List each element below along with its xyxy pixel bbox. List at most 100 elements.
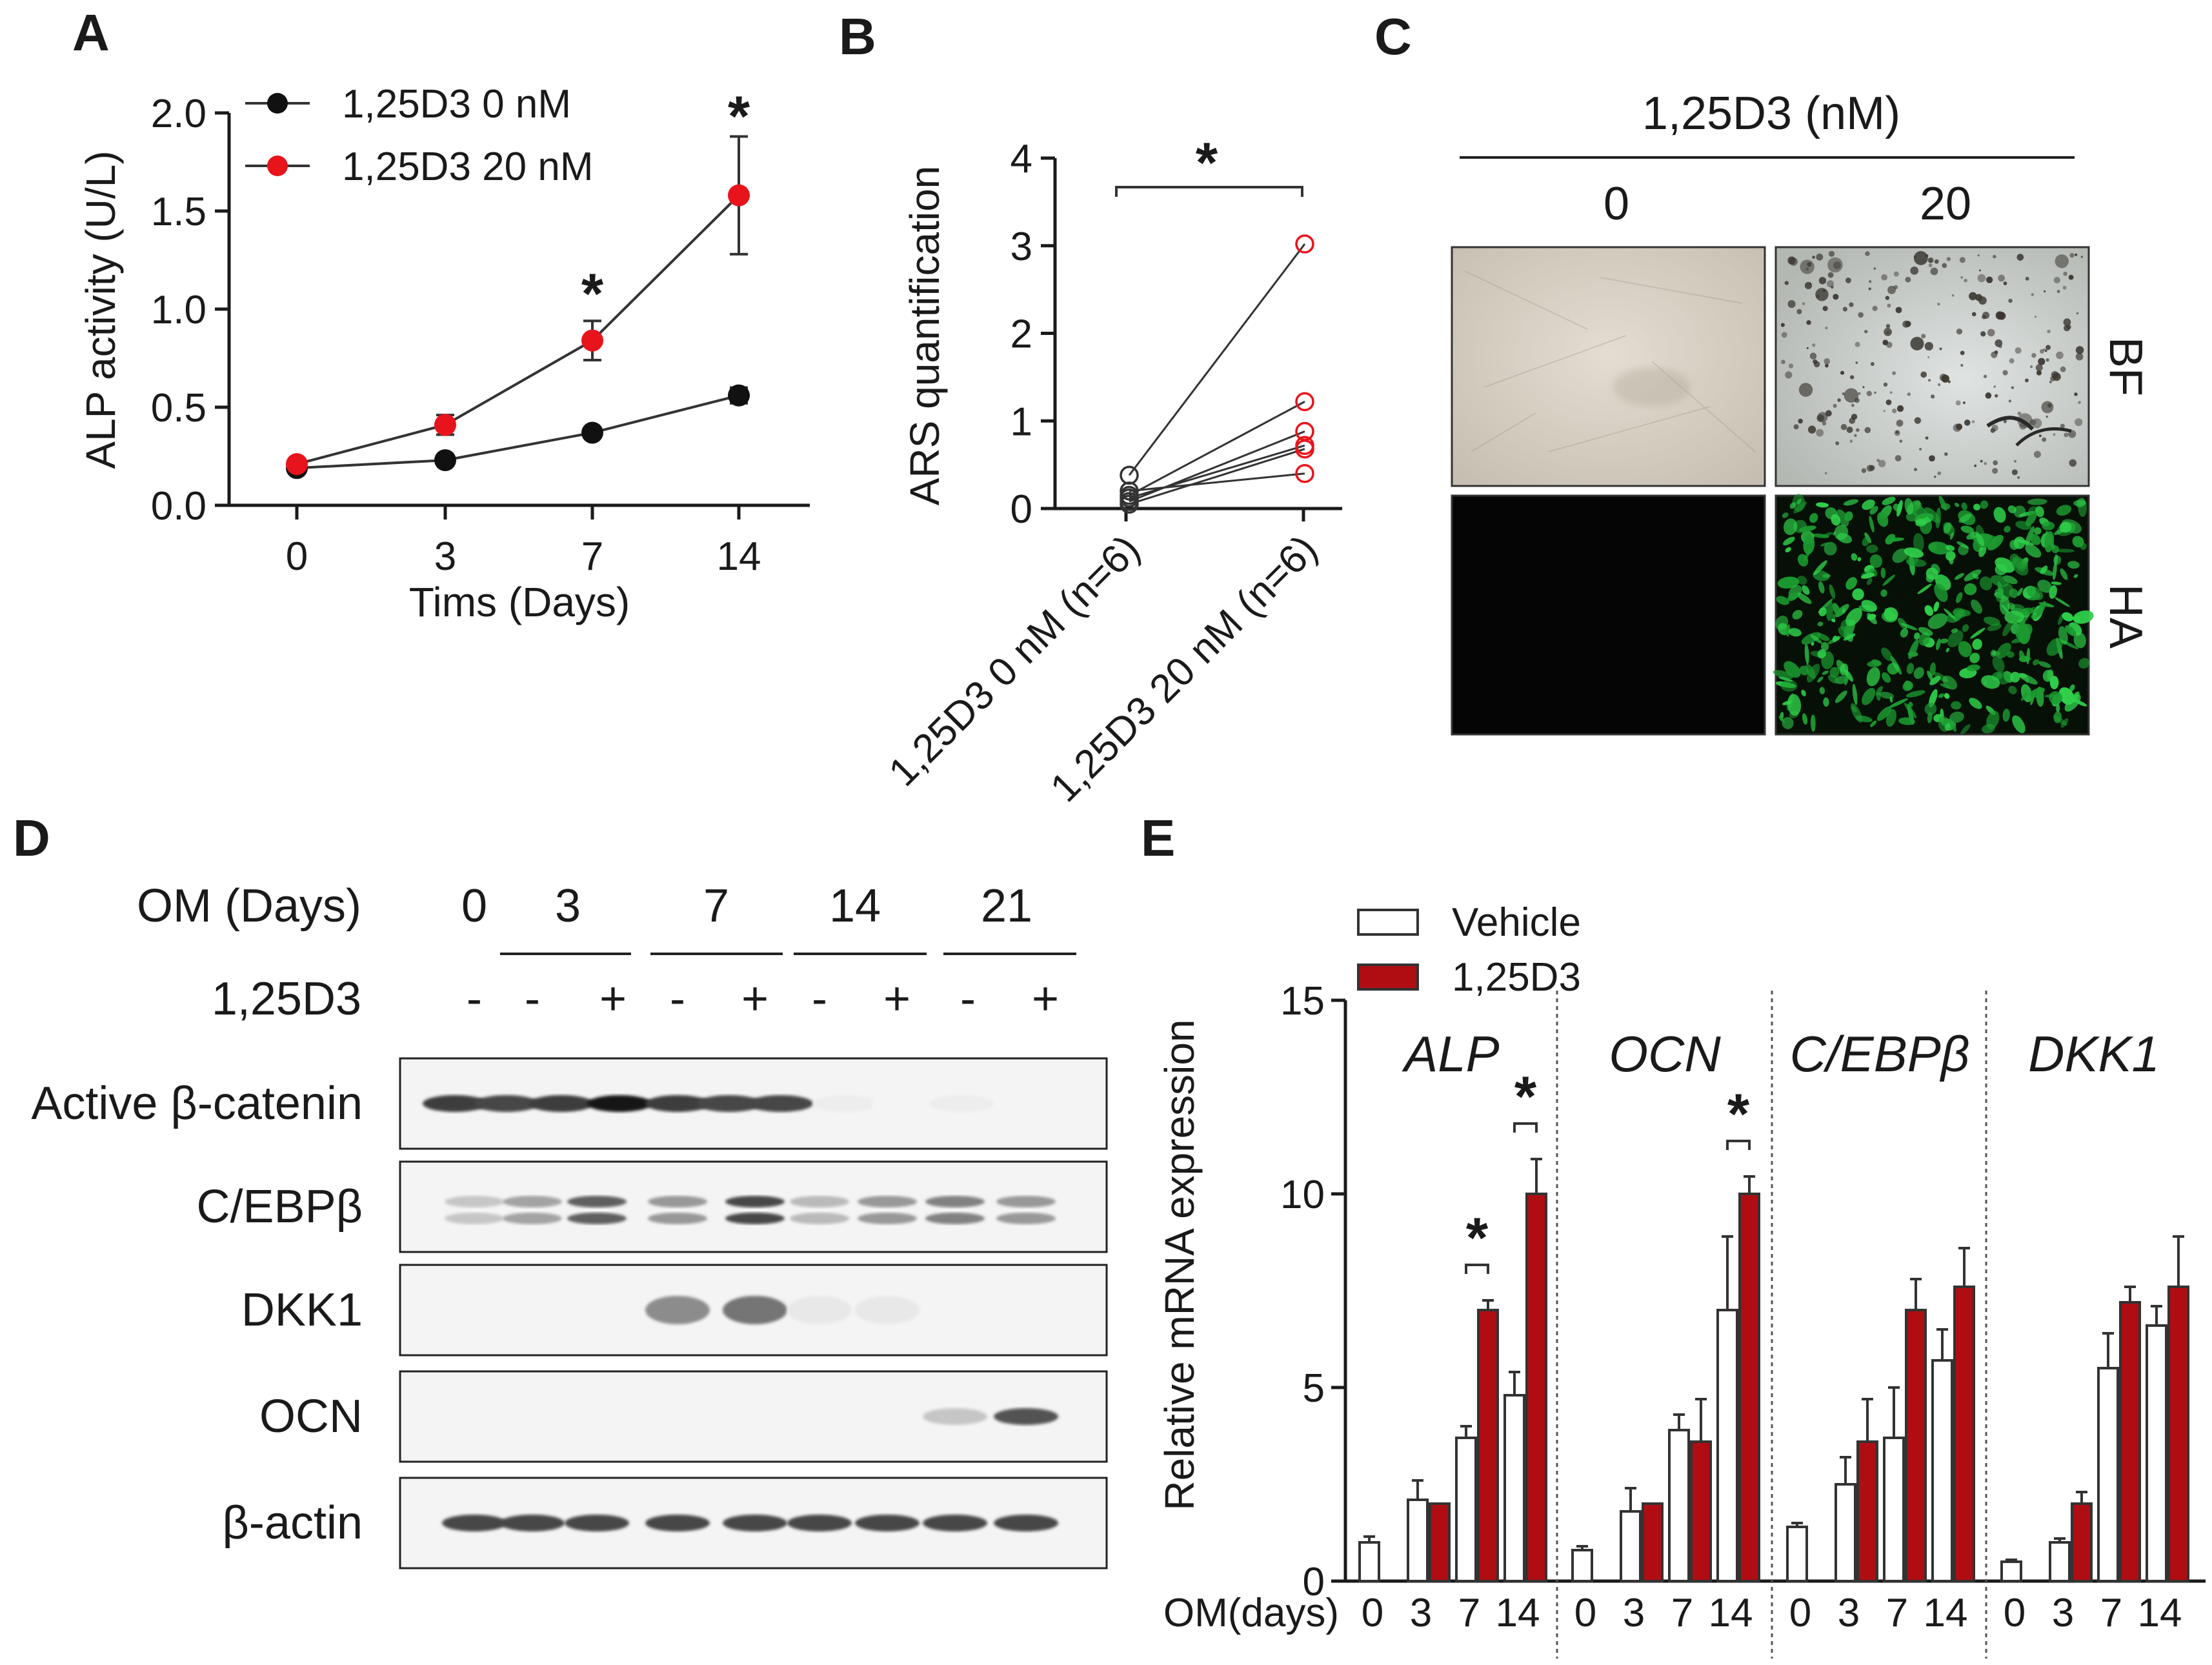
- e-bar-treated: [1477, 1309, 1499, 1582]
- e-bar-treated: [1953, 1286, 1975, 1582]
- blot-band: [442, 1515, 507, 1531]
- image-ha-20nm: [1773, 494, 2094, 736]
- e-day-label: 7: [1886, 1591, 1908, 1635]
- e-day-label: 7: [1458, 1591, 1480, 1635]
- blot-band: [503, 1196, 562, 1207]
- blot-band: [923, 1515, 987, 1531]
- legend-label-125d3: 1,25D3: [1452, 955, 1581, 1000]
- b-point-0nm: [1120, 494, 1139, 514]
- om-day-label: 3: [555, 880, 581, 932]
- blot-row: DKK1: [241, 1264, 1108, 1357]
- b-point-20nm: [1295, 463, 1314, 483]
- a-y-tick-label: 1.5: [151, 190, 206, 234]
- e-bar-vehicle: [1407, 1498, 1429, 1582]
- blot-band: [587, 1095, 652, 1112]
- panel-c-row-ha: HA: [2100, 584, 2151, 649]
- blot-band: [567, 1196, 627, 1207]
- a-data-point: [728, 384, 750, 407]
- e-significance: *: [1727, 1082, 1750, 1145]
- blot-band: [645, 1296, 710, 1324]
- e-bar-vehicle: [1358, 1541, 1380, 1582]
- blot-band: [725, 1196, 785, 1207]
- legend-label-vehicle: Vehicle: [1452, 900, 1581, 945]
- a-significance: *: [728, 84, 750, 148]
- e-gene-label: C/EBPβ: [1790, 1025, 1970, 1082]
- om-day-label: 7: [703, 880, 729, 932]
- e-bar-treated: [1429, 1502, 1451, 1582]
- e-bar-treated: [1642, 1502, 1664, 1582]
- panel-e-x-axis-title: OM(days): [1163, 1591, 1339, 1635]
- blot-band: [423, 1095, 487, 1112]
- blot-band: [994, 1408, 1058, 1425]
- b-point-20nm: [1295, 392, 1314, 412]
- e-bar-vehicle: [2097, 1367, 2119, 1582]
- panel-c-row-bf: BF: [2100, 337, 2151, 396]
- treatment-sign: +: [883, 973, 910, 1025]
- e-day-label: 3: [1623, 1591, 1645, 1635]
- blot-row: Active β-catenin: [31, 1057, 1108, 1150]
- a-data-point: [434, 449, 456, 472]
- b-y-tick-label: 0: [1010, 487, 1032, 532]
- e-bar-vehicle: [1620, 1510, 1642, 1582]
- blot-band: [503, 1213, 562, 1224]
- e-y-tick-label: 15: [1280, 979, 1325, 1024]
- e-bar-vehicle: [1571, 1549, 1593, 1582]
- legend-label-20nm: 1,25D3 20 nM: [342, 145, 593, 189]
- panel-a-x-axis-title: Tims (Days): [409, 579, 630, 625]
- blot-band: [858, 1196, 917, 1207]
- e-bar-treated: [2071, 1502, 2093, 1582]
- blot-band: [749, 1095, 813, 1112]
- panel-e-y-axis-title: Relative mRNA expression: [1156, 1019, 1203, 1510]
- panel-label-c: C: [1374, 8, 1412, 65]
- om-days-label: OM (Days): [137, 880, 361, 932]
- e-bar-treated: [2119, 1301, 2141, 1582]
- panel-label-a: A: [72, 4, 110, 61]
- blot-band: [925, 1196, 985, 1207]
- image-bf-0nm: [1451, 246, 1766, 487]
- blot-band: [923, 1408, 987, 1425]
- e-bar-vehicle: [2000, 1560, 2022, 1582]
- blot-label: Active β-catenin: [31, 1078, 363, 1129]
- b-point-20nm: [1295, 234, 1314, 254]
- panel-b-significance: *: [1196, 130, 1218, 194]
- blot-band: [723, 1296, 787, 1324]
- e-gene-group: DKK1 0 3 7 14: [1985, 991, 2189, 1659]
- e-bar-vehicle: [1668, 1429, 1690, 1582]
- blot-band: [645, 1515, 710, 1531]
- treatment-sign: +: [1032, 973, 1059, 1025]
- e-day-label: 14: [2138, 1591, 2182, 1635]
- panel-a-legend: 1,25D3 0 nM 1,25D3 20 nM: [245, 82, 593, 189]
- e-gene-label: DKK1: [2028, 1025, 2160, 1082]
- panel-a-line-chart: 0.0 0.5 1.0 1.5 2.0 0 3 7 14 ALP activity (U/L)…: [77, 82, 810, 625]
- a-data-point: [581, 421, 603, 444]
- e-day-label: 3: [2052, 1591, 2074, 1635]
- e-bar-vehicle: [1835, 1483, 1856, 1582]
- panel-c-column-20: 20: [1920, 178, 1971, 230]
- blot-band: [648, 1213, 707, 1224]
- treatment-sign: -: [525, 973, 540, 1025]
- e-bar-vehicle: [1786, 1526, 1808, 1582]
- panel-d-western-blot: OM (Days) 1,25D3 0-3- +7- +14- +21- + Active…: [31, 880, 1108, 1569]
- e-bar-treated: [1905, 1309, 1927, 1582]
- blot-band: [787, 1515, 852, 1531]
- e-bar-treated: [1856, 1440, 1878, 1582]
- blot-band: [790, 1196, 849, 1207]
- a-data-point: [434, 414, 456, 436]
- blot-band: [474, 1095, 539, 1112]
- treatment-sign: -: [960, 973, 976, 1025]
- panel-a-y-axis-title: ALP activity (U/L): [77, 150, 124, 469]
- blot-row: C/EBPβ: [197, 1160, 1108, 1253]
- a-y-tick-label: 1.0: [151, 288, 206, 332]
- b-y-tick-label: 1: [1010, 399, 1032, 444]
- a-x-tick-label: 0: [286, 534, 308, 579]
- treatment-sign: +: [741, 973, 769, 1025]
- panel-c-title: 1,25D3 (nM): [1642, 88, 1900, 139]
- legend-label-0nm: 1,25D3 0 nM: [342, 82, 571, 126]
- panel-label-e: E: [1141, 809, 1175, 867]
- blot-band: [929, 1095, 994, 1112]
- e-bar-treated: [2167, 1286, 2189, 1582]
- panel-c-column-0: 0: [1604, 178, 1629, 230]
- om-day-label: 21: [981, 880, 1032, 932]
- blot-band: [500, 1515, 565, 1531]
